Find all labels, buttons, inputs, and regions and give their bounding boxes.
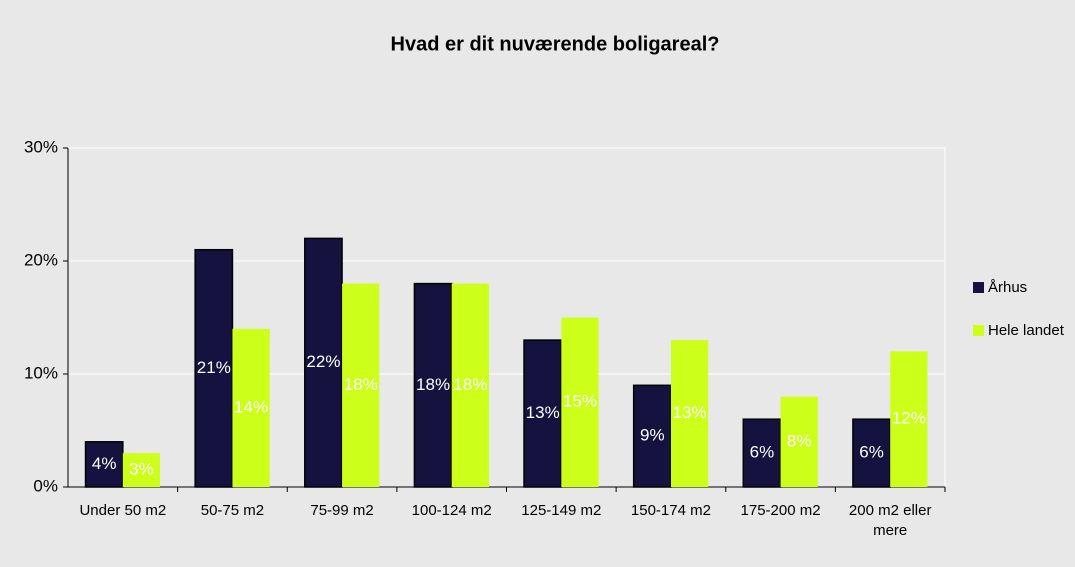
legend-label: Hele landet [988, 322, 1065, 339]
bar [780, 396, 818, 487]
legend-swatch [973, 282, 984, 293]
bar [890, 351, 928, 487]
bar [451, 283, 489, 487]
y-tick-label: 0% [33, 476, 58, 495]
x-tick-label: 75-99 m2 [310, 502, 374, 519]
data-label: 4% [92, 454, 117, 473]
bar [742, 418, 782, 488]
data-label: 15% [563, 392, 597, 411]
bar [561, 317, 599, 487]
y-tick-label: 10% [24, 363, 58, 382]
data-label: 14% [234, 397, 268, 416]
data-label: 13% [673, 403, 707, 422]
data-label: 6% [750, 443, 775, 462]
data-label: 18% [416, 375, 450, 394]
x-tick-label: 100-124 m2 [411, 502, 492, 519]
bar [852, 418, 891, 488]
data-label: 12% [892, 409, 926, 428]
data-label: 21% [197, 358, 231, 377]
legend-label: Århus [988, 279, 1027, 296]
x-tick-label: 150-174 m2 [630, 502, 711, 519]
x-tick-label: Under 50 m2 [79, 502, 167, 519]
y-tick-label: 30% [24, 137, 58, 156]
x-tick-label: 200 m2 eller mere [848, 502, 932, 539]
x-tick-label: 125-149 m2 [521, 502, 602, 519]
bar [232, 328, 270, 487]
data-label: 9% [640, 426, 665, 445]
data-label: 13% [526, 403, 560, 422]
data-label: 3% [129, 460, 154, 479]
x-tick-label: 50-75 m2 [200, 502, 265, 519]
bar [342, 283, 380, 487]
data-label: 6% [859, 443, 884, 462]
data-label: 8% [787, 431, 812, 450]
chart-title: Hvad er dit nuværende boligareal? [391, 33, 720, 55]
bar [194, 248, 234, 488]
bar [122, 453, 161, 487]
data-label: 22% [306, 352, 340, 371]
bar [523, 339, 563, 488]
bar [84, 441, 124, 488]
y-tick-label: 20% [24, 250, 58, 269]
x-tick-label: 175-200 m2 [740, 502, 821, 519]
data-label: 18% [453, 375, 487, 394]
bar [670, 340, 709, 487]
legend-swatch [973, 325, 984, 336]
data-label: 18% [344, 375, 378, 394]
